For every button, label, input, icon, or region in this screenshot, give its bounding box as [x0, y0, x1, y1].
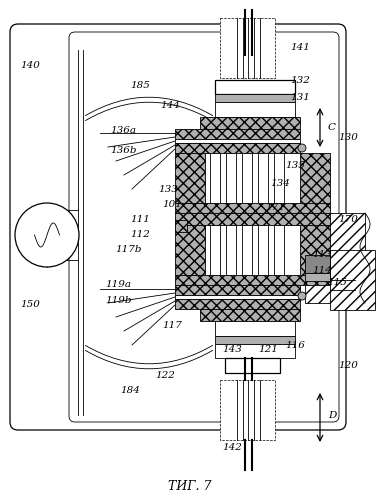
Text: 171: 171 — [265, 203, 285, 212]
Bar — [305, 255, 330, 273]
Text: 136b: 136b — [110, 146, 136, 155]
Bar — [226, 153, 236, 203]
Bar — [215, 344, 295, 358]
Text: 136a: 136a — [110, 126, 136, 135]
Bar — [258, 153, 268, 203]
Circle shape — [298, 292, 306, 300]
Text: 144: 144 — [160, 101, 180, 110]
FancyBboxPatch shape — [69, 32, 339, 422]
Bar — [274, 153, 284, 203]
Bar — [305, 213, 365, 303]
Text: 132: 132 — [290, 76, 310, 85]
Bar — [175, 285, 300, 295]
Bar — [274, 225, 284, 275]
Text: 131: 131 — [290, 93, 310, 102]
Bar — [200, 117, 300, 129]
Bar — [215, 94, 295, 102]
Text: 122: 122 — [155, 371, 175, 380]
Bar — [175, 139, 300, 143]
Bar — [215, 102, 295, 117]
Text: 101: 101 — [162, 200, 182, 209]
Text: 113: 113 — [312, 250, 332, 259]
Bar — [175, 153, 205, 203]
Text: 116: 116 — [285, 341, 305, 350]
Text: 140: 140 — [20, 61, 40, 70]
Text: 141: 141 — [290, 43, 310, 52]
Bar — [175, 203, 330, 213]
Text: 121: 121 — [258, 345, 278, 354]
Bar — [258, 225, 268, 275]
Bar — [330, 250, 375, 310]
Text: 119a: 119a — [105, 280, 131, 289]
Text: 120: 120 — [338, 361, 358, 370]
Text: 143: 143 — [222, 345, 242, 354]
Bar — [300, 153, 330, 203]
Bar — [300, 225, 330, 275]
Text: 130: 130 — [338, 133, 358, 142]
Text: 184: 184 — [120, 386, 140, 395]
Bar — [210, 153, 220, 203]
Bar — [215, 321, 295, 336]
Circle shape — [298, 144, 306, 152]
Bar — [175, 275, 330, 285]
Bar — [220, 380, 275, 440]
Text: 112: 112 — [130, 230, 150, 239]
Bar — [175, 225, 205, 275]
Bar — [200, 309, 300, 321]
Bar — [215, 336, 295, 344]
Text: 133: 133 — [158, 185, 178, 194]
Text: ΤИГ. 7: ΤИГ. 7 — [168, 480, 212, 493]
Bar — [242, 153, 252, 203]
Bar — [220, 18, 275, 78]
Bar — [175, 220, 187, 232]
Text: 150: 150 — [20, 300, 40, 309]
Text: 117: 117 — [162, 321, 182, 330]
Bar — [226, 225, 236, 275]
Text: 135: 135 — [285, 161, 305, 170]
Bar — [175, 295, 300, 299]
Bar — [175, 299, 300, 309]
Text: C: C — [328, 123, 336, 132]
Circle shape — [15, 203, 79, 267]
Bar — [215, 80, 295, 94]
Text: 142: 142 — [222, 443, 242, 452]
Bar — [175, 213, 330, 225]
Text: 170: 170 — [338, 215, 358, 224]
Bar — [225, 358, 280, 373]
Text: 117b: 117b — [115, 245, 141, 254]
Text: 134: 134 — [270, 179, 290, 188]
Text: D: D — [328, 411, 336, 420]
Text: 185: 185 — [130, 81, 150, 90]
Text: 111: 111 — [130, 215, 150, 224]
Bar — [175, 143, 300, 153]
Text: 114: 114 — [312, 266, 332, 275]
Bar — [305, 273, 330, 281]
Bar — [242, 225, 252, 275]
Bar — [210, 225, 220, 275]
Bar — [175, 129, 300, 139]
Text: 119b: 119b — [105, 296, 131, 305]
Text: 115: 115 — [327, 278, 347, 287]
